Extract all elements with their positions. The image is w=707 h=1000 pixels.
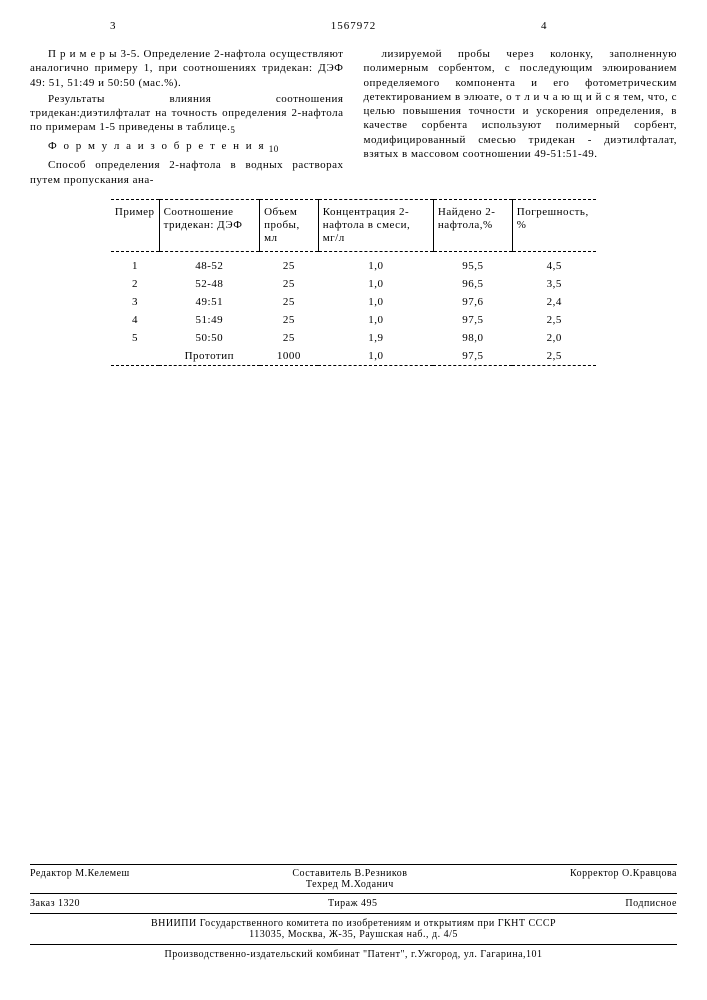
line-number: 10 — [269, 145, 279, 155]
footer-order-row: Заказ 1320 Тираж 495 Подписное — [30, 894, 677, 914]
table-row: 349:51251,097,62,4 — [111, 293, 596, 311]
table-cell: 1,0 — [318, 347, 433, 366]
table-cell: 25 — [260, 293, 319, 311]
line-number: 5 — [230, 126, 235, 136]
table-row: 550:50251,998,02,0 — [111, 329, 596, 347]
table-cell: 98,0 — [433, 329, 512, 347]
table-cell: 5 — [111, 329, 159, 347]
method-paragraph: Способ определения 2-нафтола в водных ра… — [30, 158, 344, 187]
left-column: П р и м е р ы 3-5. Определение 2-нафтола… — [30, 47, 344, 189]
table-cell: 4 — [111, 311, 159, 329]
text-columns: П р и м е р ы 3-5. Определение 2-нафтола… — [30, 47, 677, 189]
table-cell: 50:50 — [159, 329, 260, 347]
table-cell: 97,5 — [433, 311, 512, 329]
table-cell: 1,9 — [318, 329, 433, 347]
formula-heading: Ф о р м у л а и з о б р е т е н и я 10 — [30, 139, 344, 156]
table-cell: 1,0 — [318, 275, 433, 293]
footer-credits: Редактор М.Келемеш Составитель В.Резнико… — [30, 864, 677, 894]
example-paragraph: П р и м е р ы 3-5. Определение 2-нафтола… — [30, 47, 344, 90]
table-cell: 2 — [111, 275, 159, 293]
col-header: Объем пробы, мл — [260, 199, 319, 252]
table-cell: 52-48 — [159, 275, 260, 293]
table-cell: 25 — [260, 329, 319, 347]
table-cell: Прототип — [159, 347, 260, 366]
table-cell: 1 — [111, 252, 159, 276]
order-number: Заказ 1320 — [30, 898, 80, 909]
footer: Редактор М.Келемеш Составитель В.Резнико… — [30, 864, 677, 960]
table-cell — [111, 347, 159, 366]
table-cell: 3,5 — [512, 275, 596, 293]
table-cell: 1000 — [260, 347, 319, 366]
page-header: 3 1567972 4 — [30, 20, 677, 32]
page-num-right: 4 — [541, 20, 547, 32]
table-cell: 2,5 — [512, 311, 596, 329]
table-cell: 97,5 — [433, 347, 512, 366]
table-cell: 48-52 — [159, 252, 260, 276]
table-cell: 25 — [260, 252, 319, 276]
col-header: Концентрация 2-нафтола в смеси, мг/л — [318, 199, 433, 252]
footer-institute: ВНИИПИ Государственного комитета по изоб… — [30, 914, 677, 945]
table-cell: 2,5 — [512, 347, 596, 366]
table-cell: 49:51 — [159, 293, 260, 311]
table-cell: 97,6 — [433, 293, 512, 311]
table-row: 252-48251,096,53,5 — [111, 275, 596, 293]
corrector-credit: Корректор О.Кравцова — [570, 868, 677, 890]
table-cell: 4,5 — [512, 252, 596, 276]
col-header: Соотношение тридекан: ДЭФ — [159, 199, 260, 252]
table-row: 451:49251,097,52,5 — [111, 311, 596, 329]
table-cell: 95,5 — [433, 252, 512, 276]
continuation-paragraph: лизируемой пробы через колонку, заполнен… — [364, 47, 678, 161]
table-cell: 3 — [111, 293, 159, 311]
table-cell: 1,0 — [318, 293, 433, 311]
results-paragraph: Результаты влияния соотношения тридекан:… — [30, 92, 344, 137]
compiler-credit: Составитель В.Резников Техред М.Ходанич — [292, 868, 407, 890]
table-cell: 25 — [260, 275, 319, 293]
table-cell: 51:49 — [159, 311, 260, 329]
page-num-left: 3 — [110, 20, 116, 32]
right-column: лизируемой пробы через колонку, заполнен… — [364, 47, 678, 189]
table-cell: 96,5 — [433, 275, 512, 293]
table-row: Прототип10001,097,52,5 — [111, 347, 596, 366]
col-header: Найдено 2-нафтола,% — [433, 199, 512, 252]
editor-credit: Редактор М.Келемеш — [30, 868, 130, 890]
col-header: Погрешность, % — [512, 199, 596, 252]
table-cell: 25 — [260, 311, 319, 329]
col-header: Пример — [111, 199, 159, 252]
table-cell: 1,0 — [318, 311, 433, 329]
subscription: Подписное — [625, 898, 677, 909]
patent-number: 1567972 — [331, 20, 377, 32]
table-row: 148-52251,095,54,5 — [111, 252, 596, 276]
table-cell: 1,0 — [318, 252, 433, 276]
table-cell: 2,0 — [512, 329, 596, 347]
table-header-row: Пример Соотношение тридекан: ДЭФ Объем п… — [111, 199, 596, 252]
results-table: Пример Соотношение тридекан: ДЭФ Объем п… — [111, 199, 596, 367]
footer-production-address: Производственно-издательский комбинат "П… — [30, 945, 677, 960]
table-cell: 2,4 — [512, 293, 596, 311]
circulation: Тираж 495 — [328, 898, 378, 909]
